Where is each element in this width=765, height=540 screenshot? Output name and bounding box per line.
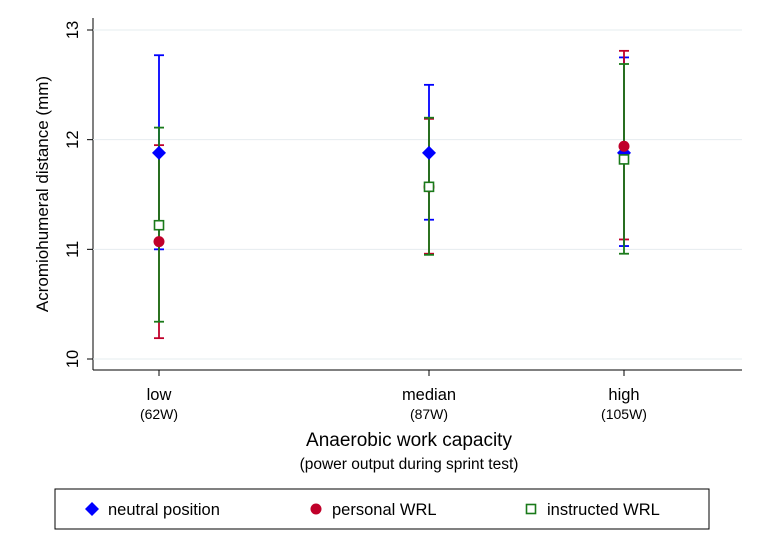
y-axis-title: Acromiohumeral distance (mm)	[33, 76, 52, 312]
legend-box	[54, 488, 710, 530]
x-tick-label: high	[608, 386, 639, 404]
y-tick-label: 11	[64, 241, 82, 258]
x-ticks: low (62W) median (87W) high (105W)	[140, 370, 647, 422]
x-tick-sublabel: (87W)	[410, 406, 448, 422]
data-point	[618, 154, 630, 165]
y-tick-label: 13	[64, 21, 82, 39]
y-tick-label: 10	[64, 350, 82, 368]
data-point	[422, 145, 436, 160]
x-tick-label: median	[402, 386, 456, 404]
data-point	[153, 219, 165, 231]
x-tick-sublabel: (105W)	[601, 406, 647, 422]
data-point	[618, 140, 630, 152]
legend-label: personal WRL	[332, 501, 437, 519]
data-points	[152, 140, 631, 248]
error-bars	[154, 49, 629, 340]
legend-label: neutral position	[108, 501, 220, 519]
y-ticks: 10 11 12 13	[64, 21, 93, 368]
data-point	[153, 236, 165, 248]
x-axis-title: Anaerobic work capacity	[306, 430, 512, 451]
x-tick-label: low	[147, 386, 172, 404]
data-point	[152, 145, 166, 160]
legend: neutral position personal WRL instructed W…	[54, 488, 710, 530]
x-tick-sublabel: (62W)	[140, 406, 178, 422]
legend-label: instructed WRL	[547, 501, 660, 519]
legend-marker	[85, 502, 99, 516]
legend-marker	[525, 503, 537, 515]
y-tick-label: 12	[64, 130, 82, 148]
gridlines	[93, 29, 742, 360]
legend-marker	[310, 503, 322, 515]
x-axis-subtitle: (power output during sprint test)	[300, 456, 519, 473]
data-point	[423, 181, 435, 193]
